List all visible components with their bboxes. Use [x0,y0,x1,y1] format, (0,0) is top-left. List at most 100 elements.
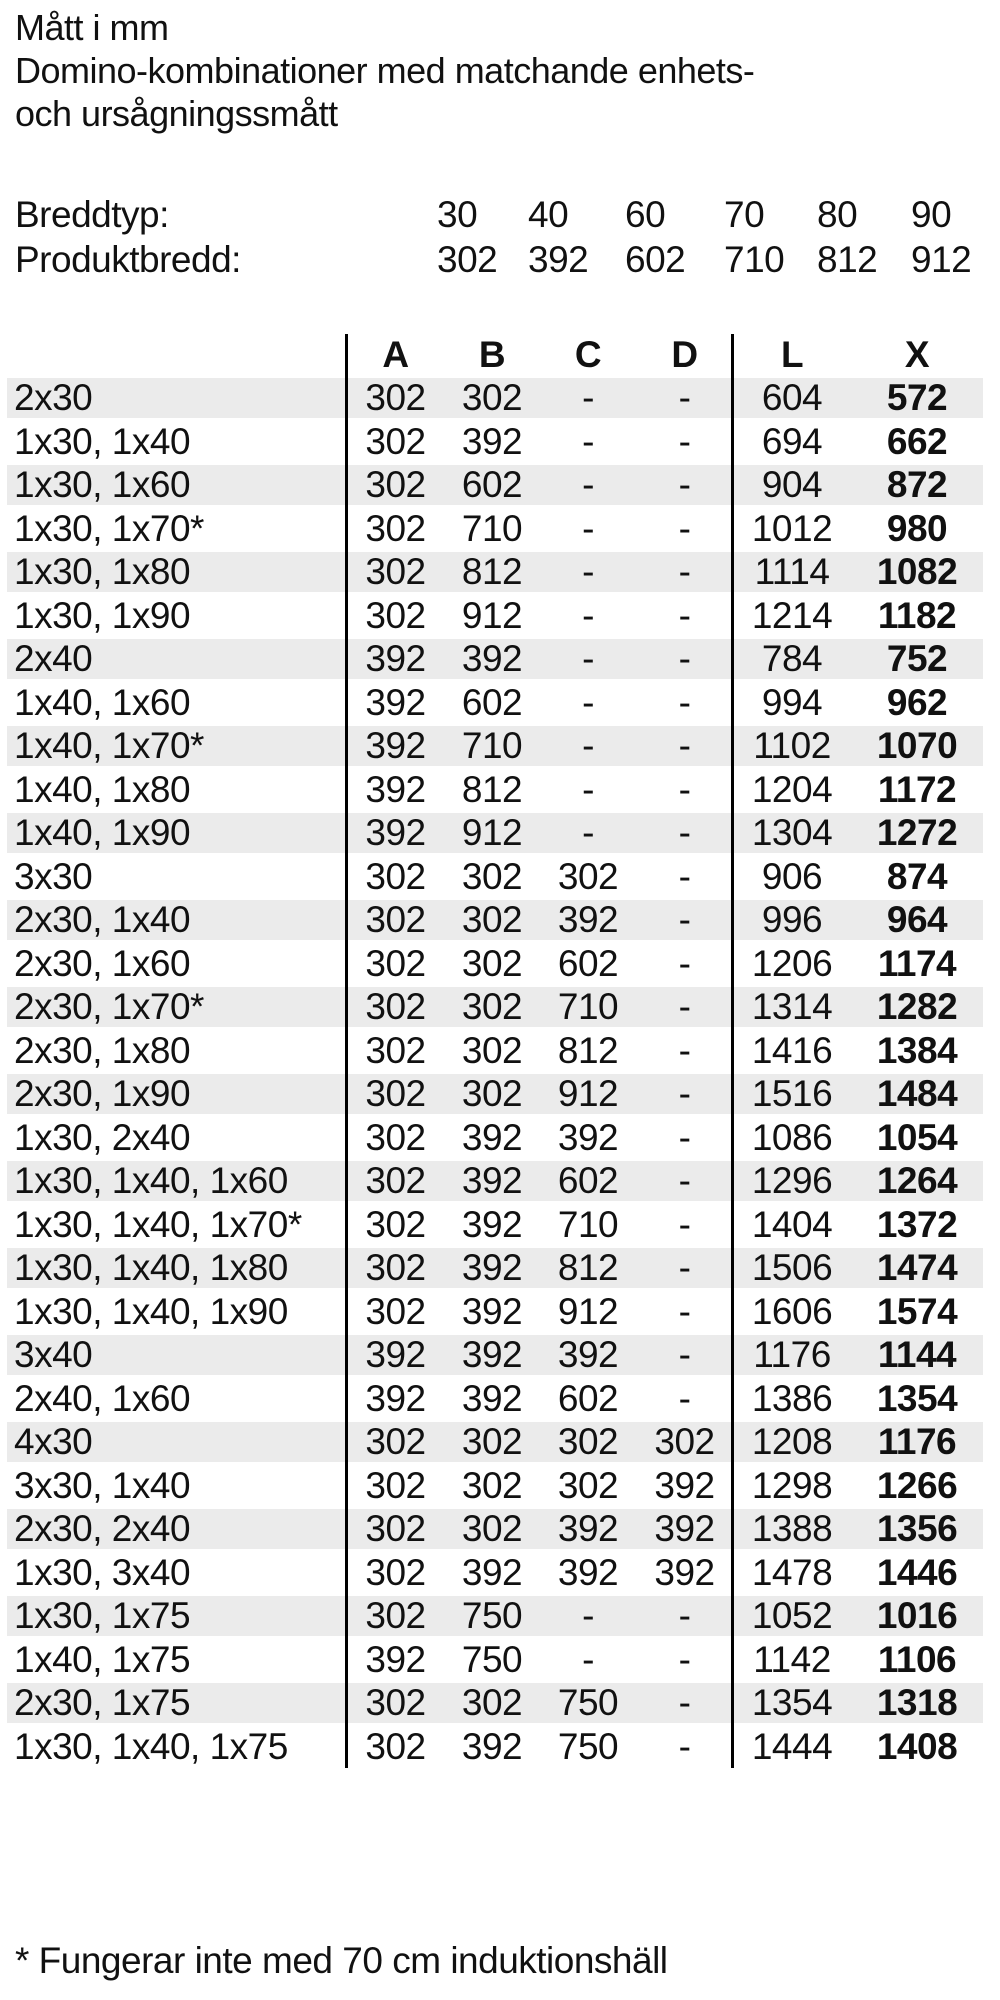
dim-b-value: 392 [461,1377,523,1419]
dim-d-value: - [678,507,691,549]
table-rule-left [345,334,348,1768]
dim-c-value: 750 [557,1682,619,1723]
dim-b-value: 392 [461,1290,523,1332]
dim-a-value: 302 [365,507,426,549]
dim-a-value: 302 [365,1421,426,1462]
dim-a-value: 302 [365,1203,426,1245]
dim-b-value: 302 [461,1464,523,1506]
combination-label: 2x30, 1x70* [14,986,204,1027]
total-length-value: 904 [761,464,823,505]
cutout-width-value: 662 [886,420,948,462]
dim-d-value: - [678,638,691,679]
total-length-value: 1516 [751,1073,833,1114]
dim-a-value: 302 [365,420,426,462]
dim-b-value: 602 [461,681,523,723]
total-length-value: 1314 [751,986,833,1027]
cutout-width-value: 1446 [876,1551,958,1593]
combination-label: 1x30, 3x40 [14,1551,191,1593]
dim-c-value: - [582,420,594,462]
table-row: 1x40, 1x90 392 912 - - 1304 1272 [7,811,983,855]
total-length-value: 996 [761,899,823,940]
dim-c-value: - [582,1595,594,1636]
total-length-value: 994 [761,681,823,723]
dim-a-value: 392 [365,1334,426,1375]
table-row: 1x30, 1x80 302 812 - - 1114 1082 [7,550,983,594]
table-row: 2x30 302 302 - - 604 572 [7,376,983,420]
total-length-value: 1114 [754,551,830,592]
table-row: 1x30, 1x40, 1x90 302 392 912 - 1606 1574 [7,1290,983,1334]
dim-d-value: - [678,1073,691,1114]
total-length-value: 1478 [751,1551,833,1593]
dim-c-value: 710 [557,1203,619,1245]
table-row: 1x30, 1x40, 1x75 302 392 750 - 1444 1408 [7,1725,983,1769]
cutout-width-value: 1574 [876,1290,958,1332]
cutout-width-value: 1474 [876,1247,958,1288]
dim-c-value: 392 [557,1508,619,1549]
cutout-width-value: 1318 [876,1682,958,1723]
dim-b-value: 912 [461,812,523,853]
dim-b-value: 302 [461,1682,523,1723]
col-header-x: X [904,334,930,375]
dim-a-value: 302 [365,1725,426,1767]
table-body: 2x30 302 302 - - 604 572 1x30, 1x40 302 … [7,376,983,1768]
table-row: 2x40, 1x60 392 392 602 - 1386 1354 [7,1377,983,1421]
col-header-d: D [671,334,698,375]
cutout-width-value: 1172 [877,768,957,810]
table-row: 3x30 302 302 302 - 906 874 [7,855,983,899]
dim-d-value: - [678,1334,691,1375]
table-row: 1x40, 1x60 392 602 - - 994 962 [7,681,983,725]
dim-a-value: 302 [365,1290,426,1332]
dim-a-value: 302 [365,986,426,1027]
col-header-c: C [574,334,602,375]
dim-a-value: 302 [365,1551,426,1593]
table-row: 2x30, 1x75 302 302 750 - 1354 1318 [7,1681,983,1725]
total-length-value: 1214 [751,594,833,636]
dim-d-value: - [678,1638,691,1680]
dim-b-value: 302 [461,1508,523,1549]
combination-label: 2x30, 1x80 [14,1029,191,1071]
cutout-width-value: 1182 [877,594,957,636]
table-row: 2x30, 1x80 302 302 812 - 1416 1384 [7,1029,983,1073]
dim-d-value: - [678,420,691,462]
dim-c-value: 392 [557,1116,619,1158]
width-value: 80 [817,194,858,235]
total-length-value: 1606 [751,1290,833,1332]
dim-d-value: 392 [654,1508,715,1549]
combination-label: 2x30, 1x90 [14,1073,191,1114]
dim-c-value: 602 [557,1160,619,1201]
table-row: 1x30, 1x40, 1x60 302 392 602 - 1296 1264 [7,1159,983,1203]
table-row: 2x30, 1x90 302 302 912 - 1516 1484 [7,1072,983,1116]
combination-label: 1x30, 1x40, 1x60 [14,1160,288,1201]
combination-label: 2x30 [14,377,93,418]
total-length-value: 1298 [751,1464,833,1506]
dim-d-value: - [678,1725,691,1767]
dim-c-value: - [582,681,594,723]
dim-c-value: 710 [557,986,619,1027]
combination-label: 1x30, 1x90 [14,594,191,636]
width-value: 710 [724,239,785,280]
combination-label: 1x30, 1x70* [14,507,204,549]
dim-a-value: 302 [365,942,426,984]
cutout-width-value: 1282 [876,986,958,1027]
combination-label: 1x40, 1x90 [14,812,191,853]
dim-d-value: - [678,551,691,592]
dim-b-value: 392 [461,1160,523,1201]
total-length-value: 1086 [751,1116,833,1158]
dim-c-value: 812 [557,1029,619,1071]
dim-d-value: - [678,986,691,1027]
total-length-value: 1416 [751,1029,833,1071]
dim-a-value: 302 [365,1073,426,1114]
combination-label: 1x30, 1x40, 1x80 [14,1247,288,1288]
dim-b-value: 392 [461,1551,523,1593]
combination-label: 2x30, 1x75 [14,1682,191,1723]
dim-c-value: - [582,768,594,810]
dim-c-value: - [582,638,594,679]
dim-a-value: 392 [365,725,426,766]
cutout-width-value: 1016 [876,1595,958,1636]
dim-b-value: 302 [461,855,523,897]
width-value: 812 [817,239,878,280]
cutout-width-value: 980 [886,507,948,549]
combination-label: 2x40, 1x60 [14,1377,191,1419]
combination-label: 1x30, 1x60 [14,464,191,505]
dim-d-value: 392 [654,1464,715,1506]
